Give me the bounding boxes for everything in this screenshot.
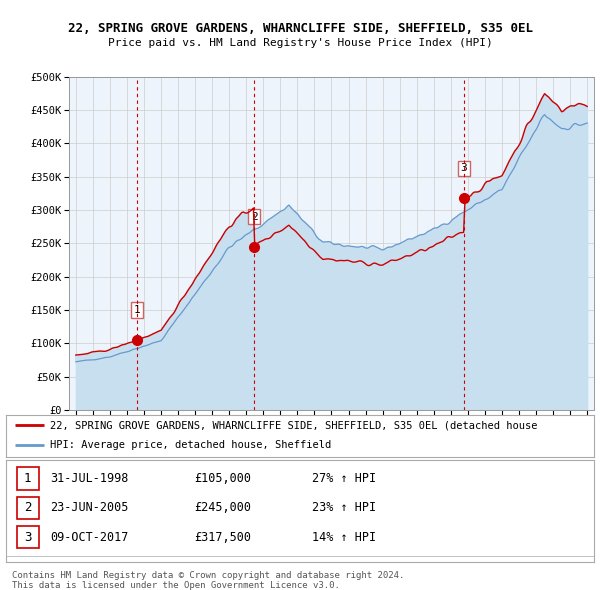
Text: £245,000: £245,000 (194, 502, 251, 514)
Text: 1: 1 (133, 305, 140, 315)
Text: £105,000: £105,000 (194, 472, 251, 485)
Text: 09-OCT-2017: 09-OCT-2017 (50, 531, 128, 544)
Text: 23-JUN-2005: 23-JUN-2005 (50, 502, 128, 514)
Text: 23% ↑ HPI: 23% ↑ HPI (312, 502, 376, 514)
Text: 22, SPRING GROVE GARDENS, WHARNCLIFFE SIDE, SHEFFIELD, S35 0EL (detached house: 22, SPRING GROVE GARDENS, WHARNCLIFFE SI… (50, 421, 538, 430)
Text: HPI: Average price, detached house, Sheffield: HPI: Average price, detached house, Shef… (50, 440, 331, 450)
Text: 31-JUL-1998: 31-JUL-1998 (50, 472, 128, 485)
FancyBboxPatch shape (17, 526, 39, 549)
Text: 3: 3 (461, 163, 467, 173)
Text: 22, SPRING GROVE GARDENS, WHARNCLIFFE SIDE, SHEFFIELD, S35 0EL: 22, SPRING GROVE GARDENS, WHARNCLIFFE SI… (67, 22, 533, 35)
Text: This data is licensed under the Open Government Licence v3.0.: This data is licensed under the Open Gov… (12, 581, 340, 589)
Text: Contains HM Land Registry data © Crown copyright and database right 2024.: Contains HM Land Registry data © Crown c… (12, 571, 404, 580)
Text: £317,500: £317,500 (194, 531, 251, 544)
Text: 1: 1 (24, 472, 32, 485)
Text: 27% ↑ HPI: 27% ↑ HPI (312, 472, 376, 485)
Text: 14% ↑ HPI: 14% ↑ HPI (312, 531, 376, 544)
Text: Price paid vs. HM Land Registry's House Price Index (HPI): Price paid vs. HM Land Registry's House … (107, 38, 493, 48)
FancyBboxPatch shape (17, 467, 39, 490)
FancyBboxPatch shape (17, 497, 39, 519)
Text: 3: 3 (24, 531, 32, 544)
Text: 2: 2 (251, 212, 257, 222)
Text: 2: 2 (24, 502, 32, 514)
